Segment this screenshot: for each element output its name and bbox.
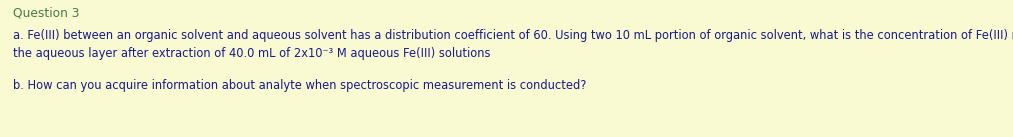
Text: Question 3: Question 3 — [13, 7, 79, 20]
Text: a. Fe(III) between an organic solvent and aqueous solvent has a distribution coe: a. Fe(III) between an organic solvent an… — [13, 29, 1013, 42]
Text: the aqueous layer after extraction of 40.0 mL of 2x10⁻³ M aqueous Fe(III) soluti: the aqueous layer after extraction of 40… — [13, 47, 490, 60]
Text: b. How can you acquire information about analyte when spectroscopic measurement : b. How can you acquire information about… — [13, 79, 587, 92]
